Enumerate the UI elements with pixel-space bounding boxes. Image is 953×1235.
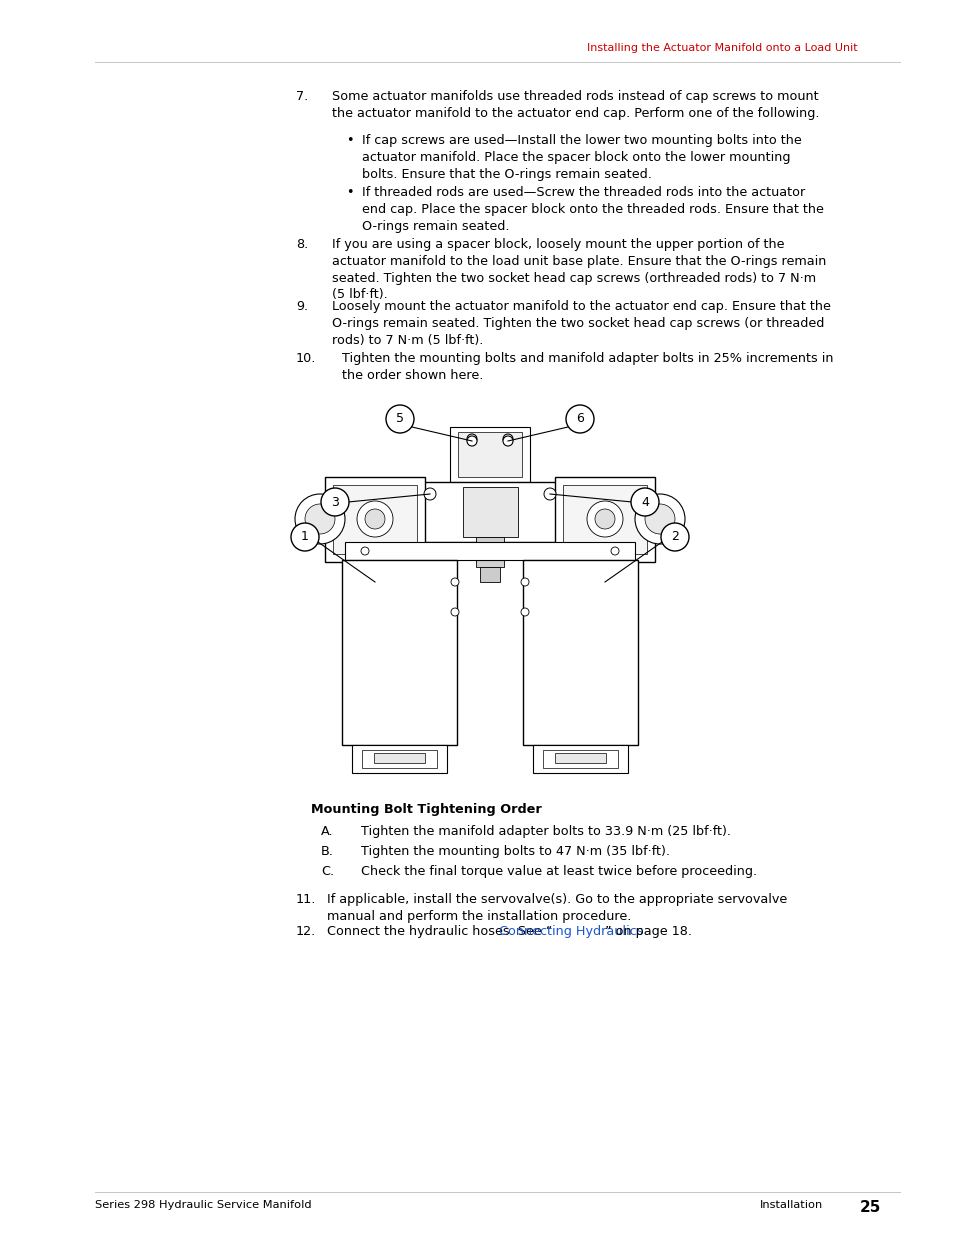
Bar <box>542 750 618 768</box>
Circle shape <box>294 494 345 543</box>
Circle shape <box>644 504 675 534</box>
Text: Mounting Bolt Tightening Order: Mounting Bolt Tightening Order <box>311 803 541 816</box>
Bar <box>555 477 655 562</box>
Text: 8.: 8. <box>295 238 308 251</box>
Text: 4: 4 <box>640 495 648 509</box>
Text: Connecting Hydraulics: Connecting Hydraulics <box>498 925 642 939</box>
Bar <box>341 559 456 745</box>
Circle shape <box>467 433 476 445</box>
Circle shape <box>565 405 594 433</box>
Circle shape <box>451 608 458 616</box>
Circle shape <box>595 509 615 529</box>
Bar <box>415 482 564 542</box>
Circle shape <box>520 578 529 585</box>
Text: Tighten the mounting bolts to 47 N·m (35 lbf·ft).: Tighten the mounting bolts to 47 N·m (35… <box>360 845 669 858</box>
Text: If you are using a spacer block, loosely mount the upper portion of the
actuator: If you are using a spacer block, loosely… <box>332 238 825 301</box>
Circle shape <box>630 488 659 516</box>
Text: If threaded rods are used—Screw the threaded rods into the actuator
end cap. Pla: If threaded rods are used—Screw the thre… <box>361 186 823 232</box>
Bar <box>476 537 503 567</box>
Text: Connect the hydraulic hoses. See “: Connect the hydraulic hoses. See “ <box>327 925 552 939</box>
Text: 5: 5 <box>395 412 403 426</box>
Text: 12.: 12. <box>295 925 315 939</box>
Bar <box>352 745 447 773</box>
Text: •: • <box>346 135 354 147</box>
Bar <box>562 485 646 555</box>
Circle shape <box>502 433 513 445</box>
Circle shape <box>610 547 618 555</box>
Circle shape <box>467 436 476 446</box>
Bar <box>361 750 436 768</box>
Text: 6: 6 <box>576 412 583 426</box>
Text: 3: 3 <box>331 495 338 509</box>
Bar <box>479 567 499 582</box>
Circle shape <box>451 578 458 585</box>
Text: If applicable, install the servovalve(s). Go to the appropriate servovalve
manua: If applicable, install the servovalve(s)… <box>327 893 786 923</box>
Bar <box>374 753 424 763</box>
Text: 10.: 10. <box>295 352 316 366</box>
Text: Tighten the manifold adapter bolts to 33.9 N·m (25 lbf·ft).: Tighten the manifold adapter bolts to 33… <box>360 825 730 839</box>
Text: C.: C. <box>320 864 334 878</box>
Bar <box>333 485 416 555</box>
Bar <box>522 559 638 745</box>
Bar <box>457 432 521 477</box>
Bar <box>450 427 530 482</box>
Circle shape <box>365 509 385 529</box>
Text: 25: 25 <box>859 1200 881 1215</box>
Circle shape <box>356 501 393 537</box>
Text: Installation: Installation <box>760 1200 822 1210</box>
Text: Tighten the mounting bolts and manifold adapter bolts in 25% increments in
the o: Tighten the mounting bolts and manifold … <box>341 352 833 382</box>
Circle shape <box>502 436 513 446</box>
Bar <box>345 542 635 559</box>
Circle shape <box>543 488 556 500</box>
Text: 11.: 11. <box>295 893 316 906</box>
Text: 7.: 7. <box>295 90 308 103</box>
Bar <box>555 753 605 763</box>
Text: Some actuator manifolds use threaded rods instead of cap screws to mount
the act: Some actuator manifolds use threaded rod… <box>332 90 819 120</box>
Circle shape <box>423 488 436 500</box>
Circle shape <box>386 405 414 433</box>
Text: B.: B. <box>320 845 334 858</box>
Text: If cap screws are used—Install the lower two mounting bolts into the
actuator ma: If cap screws are used—Install the lower… <box>361 135 801 180</box>
Text: Loosely mount the actuator manifold to the actuator end cap. Ensure that the
O-r: Loosely mount the actuator manifold to t… <box>332 300 830 347</box>
Text: Installing the Actuator Manifold onto a Load Unit: Installing the Actuator Manifold onto a … <box>587 43 857 53</box>
Text: Check the final torque value at least twice before proceeding.: Check the final torque value at least tw… <box>360 864 757 878</box>
Text: 2: 2 <box>670 531 679 543</box>
Text: 1: 1 <box>301 531 309 543</box>
Text: 9.: 9. <box>295 300 308 312</box>
Bar <box>462 487 517 537</box>
Text: Series 298 Hydraulic Service Manifold: Series 298 Hydraulic Service Manifold <box>95 1200 312 1210</box>
Circle shape <box>291 522 318 551</box>
Text: A.: A. <box>320 825 334 839</box>
Circle shape <box>305 504 335 534</box>
Text: ” on page 18.: ” on page 18. <box>604 925 691 939</box>
Circle shape <box>360 547 369 555</box>
Circle shape <box>635 494 684 543</box>
Bar <box>325 477 424 562</box>
Circle shape <box>586 501 622 537</box>
Circle shape <box>520 608 529 616</box>
Circle shape <box>660 522 688 551</box>
Text: •: • <box>346 186 354 199</box>
Circle shape <box>320 488 349 516</box>
Bar <box>533 745 627 773</box>
